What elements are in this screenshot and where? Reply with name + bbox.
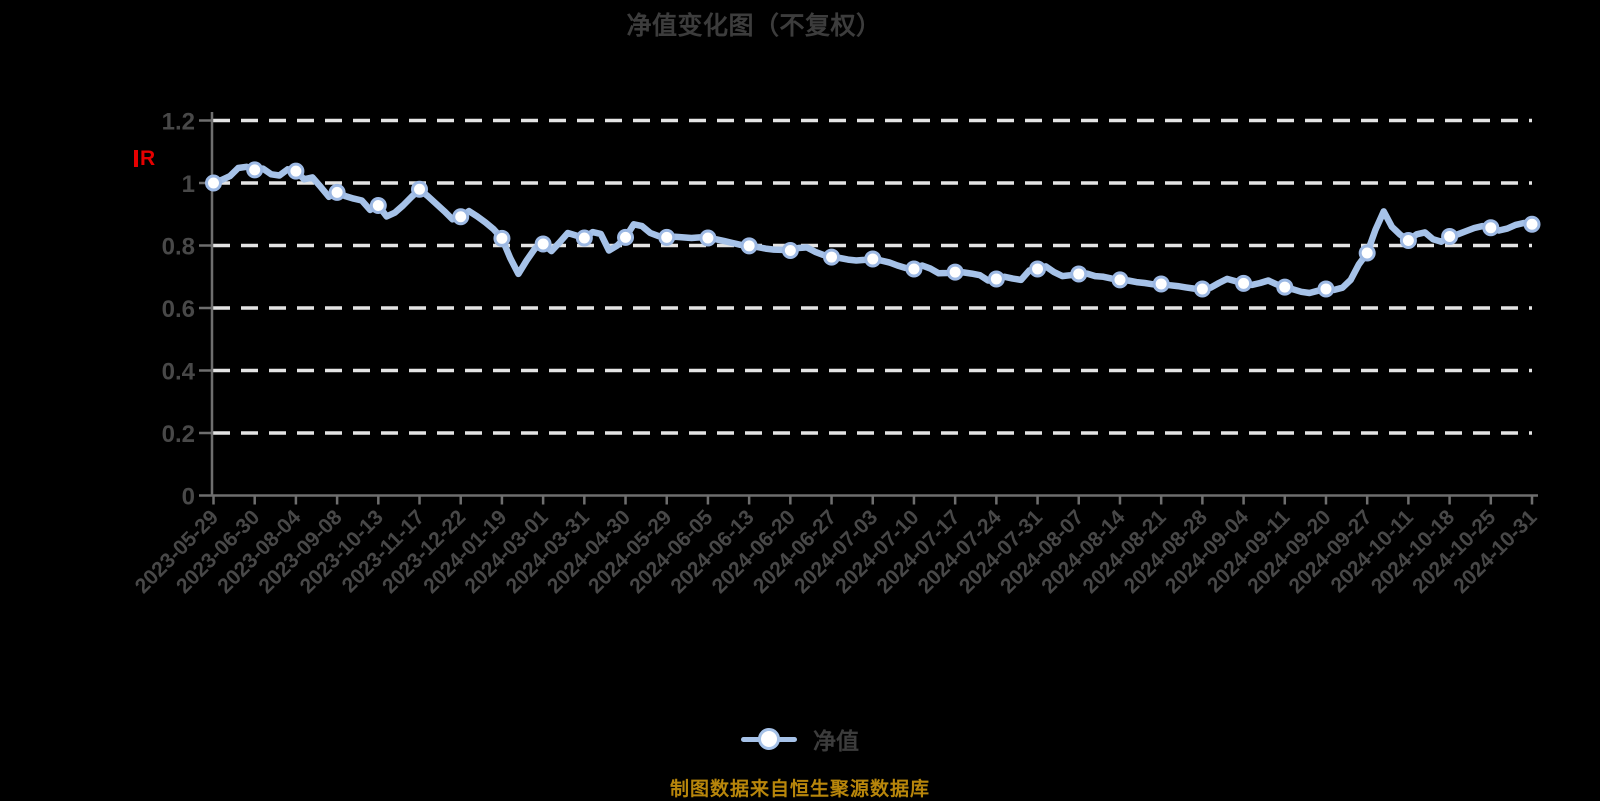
data-point-marker	[328, 183, 346, 201]
data-source-note: 制图数据来自恒生聚源数据库	[669, 779, 930, 800]
data-point-marker	[658, 228, 676, 246]
data-point-marker	[534, 235, 552, 253]
legend: 净值	[0, 722, 1600, 756]
data-point-marker	[740, 237, 758, 255]
data-point-marker	[1111, 271, 1129, 289]
chart-title: 净值变化图（不复权）	[626, 12, 882, 40]
data-point-marker	[287, 162, 305, 180]
y-axis-label: 0.2	[162, 421, 195, 448]
y-axis-unit-flag: R	[134, 148, 155, 169]
data-point-marker	[781, 242, 799, 259]
y-axis-label: 0.4	[162, 359, 196, 386]
y-axis-label: 0	[182, 484, 195, 511]
y-axis-label: 0.8	[162, 234, 195, 261]
legend-label: 净值	[813, 728, 859, 754]
data-point-marker	[411, 180, 429, 198]
data-point-marker	[1152, 275, 1170, 293]
data-point-marker	[1441, 227, 1459, 245]
net-value-line	[210, 163, 1536, 297]
data-point-marker	[205, 174, 222, 192]
data-point-marker	[452, 208, 470, 226]
data-point-marker	[699, 229, 717, 247]
data-point-marker	[1523, 215, 1541, 233]
data-point-marker	[1193, 280, 1211, 298]
y-axis-label: 1	[182, 171, 195, 198]
data-point-marker	[1029, 260, 1047, 278]
data-point-marker	[1399, 232, 1417, 249]
data-point-marker	[823, 248, 841, 266]
data-point-marker	[1235, 274, 1253, 292]
red-bar-icon	[134, 150, 138, 167]
data-point-marker	[905, 260, 923, 278]
data-point-marker	[617, 228, 635, 246]
legend-marker-icon	[758, 728, 780, 750]
legend-line-icon	[741, 728, 797, 750]
data-point-marker	[575, 229, 593, 247]
data-point-marker	[246, 161, 264, 179]
y-axis-label: 0.6	[162, 296, 195, 323]
data-point-marker	[369, 197, 387, 214]
data-point-marker	[1482, 219, 1500, 237]
data-point-marker	[1358, 244, 1376, 262]
data-point-marker	[493, 229, 511, 247]
y-axis-label: 1.2	[162, 109, 195, 136]
data-point-marker	[987, 270, 1005, 288]
data-point-marker	[1276, 278, 1294, 296]
data-point-marker	[1070, 265, 1088, 283]
data-point-marker	[1317, 280, 1335, 298]
unit-letter: R	[140, 147, 156, 170]
data-point-marker	[946, 263, 964, 281]
data-point-marker	[864, 250, 882, 268]
